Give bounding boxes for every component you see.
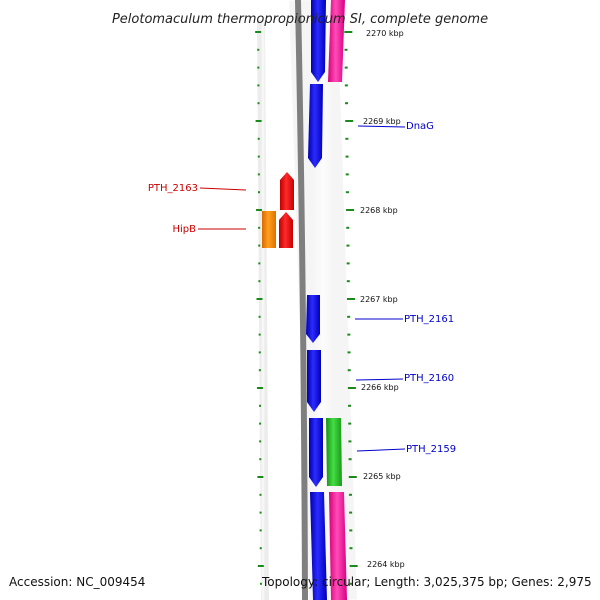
dnag-gene-feature [308,84,323,168]
orange-gene-feature [262,211,276,248]
reverse-strand-features [262,172,294,248]
scale-label-2267: 2267 kbp [360,295,398,304]
forward-strand-features [306,0,347,600]
gene-label-pth2160: PTH_2160 [404,373,454,384]
pth2163-gene-feature [280,172,294,210]
map-title: Pelotomaculum thermopropionicum SI, comp… [112,12,488,27]
gene-label-leaders [198,125,406,452]
hipb-gene-feature [279,212,293,248]
gene-label-hipb: HipB [172,224,196,235]
gene-label-dnag: DnaG [406,121,434,132]
topology-text: Topology: circular; Length: 3,025,375 bp… [261,575,592,589]
gene-label-pth2159: PTH_2159 [406,444,456,455]
forward-other-feature [329,492,347,600]
scale-label-2268: 2268 kbp [360,206,398,215]
accession-text: Accession: NC_009454 [9,575,145,589]
gene-label-pth2161: PTH_2161 [404,314,454,325]
gene-label-pth2163: PTH_2163 [148,183,198,194]
scale-ticks [255,31,358,585]
forward-cds-feature [310,492,327,600]
genome-backbone [295,0,308,600]
scale-label-2270: 2270 kbp [366,29,404,38]
pth2161-gene-feature [306,295,320,343]
forward-cds-feature [309,418,323,487]
scale-label-2266: 2266 kbp [361,383,399,392]
forward-other-feature [328,0,345,82]
inner-feature-track [257,19,269,600]
scale-label-2269: 2269 kbp [363,117,401,126]
scale-label-2265: 2265 kbp [363,472,401,481]
forward-cds-feature [311,0,326,82]
pth2159-gene-feature [326,418,342,486]
pth2160-gene-feature [307,350,321,412]
scale-label-2264: 2264 kbp [367,560,405,569]
